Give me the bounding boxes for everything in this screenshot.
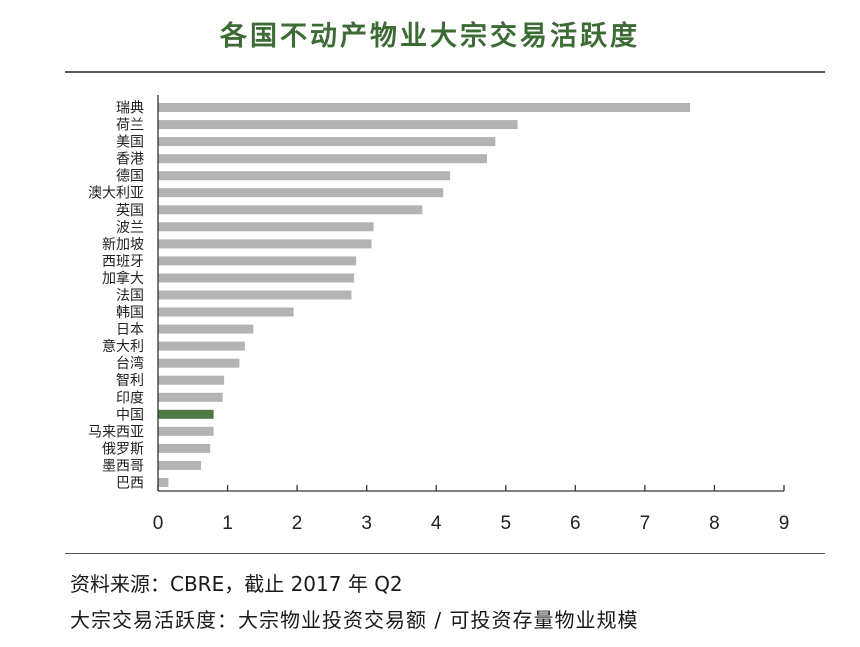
category-label: 澳大利亚 xyxy=(88,186,144,202)
bar xyxy=(158,188,444,198)
category-label: 法国 xyxy=(116,288,144,304)
x-tick-label: 2 xyxy=(292,513,303,534)
category-label: 美国 xyxy=(116,135,144,151)
x-tick-label: 7 xyxy=(640,513,651,534)
bar xyxy=(158,256,357,266)
source-note: 资料来源：CBRE，截止 2017 年 Q2 xyxy=(70,572,403,596)
x-tick-label: 3 xyxy=(361,513,372,534)
bar xyxy=(158,103,691,112)
category-label: 西班牙 xyxy=(102,254,144,270)
bar xyxy=(158,375,225,385)
category-label: 韩国 xyxy=(116,305,144,321)
category-label: 波兰 xyxy=(116,220,144,236)
bar xyxy=(158,426,214,436)
category-label: 英国 xyxy=(116,202,144,219)
category-label: 瑞典 xyxy=(116,101,144,117)
bar xyxy=(158,478,169,487)
bar xyxy=(158,443,211,453)
x-tick-label: 6 xyxy=(570,513,581,534)
bar xyxy=(158,120,518,130)
category-label: 荷兰 xyxy=(116,118,144,134)
bar xyxy=(158,205,423,215)
x-tick-label: 9 xyxy=(779,513,790,534)
bar xyxy=(158,460,202,470)
bar xyxy=(158,154,487,164)
bar xyxy=(158,392,223,402)
top-divider xyxy=(65,71,825,73)
bar xyxy=(158,137,496,147)
category-label: 德国 xyxy=(116,169,144,185)
category-label: 台湾 xyxy=(116,355,144,372)
bar xyxy=(158,171,451,181)
category-label: 新加坡 xyxy=(102,237,144,253)
definition-note: 大宗交易活跃度：大宗物业投资交易额 / 可投资存量物业规模 xyxy=(70,608,639,632)
bar xyxy=(158,273,355,283)
bar xyxy=(158,239,372,249)
bar xyxy=(158,307,294,317)
bar xyxy=(158,409,214,419)
category-label: 印度 xyxy=(116,390,144,406)
bar xyxy=(158,341,245,351)
bar-chart: 瑞典荷兰美国香港德国澳大利亚英国波兰新加坡西班牙加拿大法国韩国日本意大利台湾智利… xyxy=(88,95,790,534)
x-tick-label: 1 xyxy=(222,513,233,534)
category-label: 智利 xyxy=(116,373,144,389)
bar xyxy=(158,222,374,232)
category-label: 俄罗斯 xyxy=(102,441,144,457)
category-label: 香港 xyxy=(116,152,144,168)
bar xyxy=(158,324,254,334)
chart-title: 各国不动产物业大宗交易活跃度 xyxy=(220,21,640,52)
category-label: 墨西哥 xyxy=(102,458,144,474)
bottom-divider xyxy=(65,553,825,554)
x-tick-label: 0 xyxy=(153,513,164,534)
x-tick-label: 4 xyxy=(431,513,442,534)
x-tick-label: 5 xyxy=(501,513,512,534)
bar xyxy=(158,358,240,368)
category-label: 马来西亚 xyxy=(88,424,144,440)
bar xyxy=(158,290,352,300)
category-label: 中国 xyxy=(116,407,144,423)
category-label: 巴西 xyxy=(116,476,144,492)
category-label: 日本 xyxy=(116,322,144,338)
x-tick-label: 8 xyxy=(709,513,720,534)
category-label: 意大利 xyxy=(102,338,144,355)
category-label: 加拿大 xyxy=(102,270,144,287)
